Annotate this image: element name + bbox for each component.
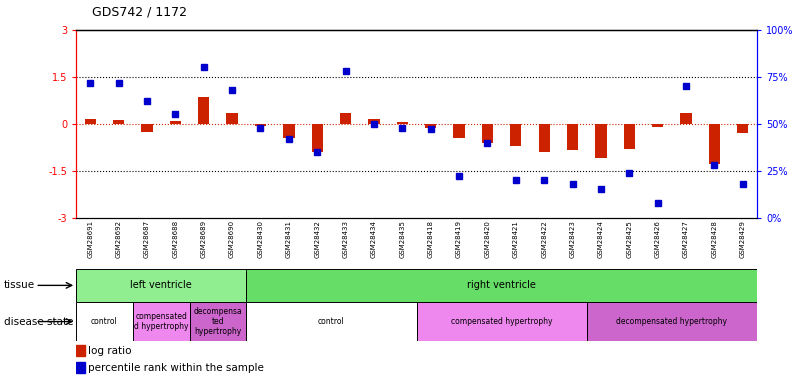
Bar — [141, 124, 153, 132]
Text: GSM28435: GSM28435 — [400, 220, 405, 258]
Text: GSM28422: GSM28422 — [541, 220, 547, 258]
Text: GSM28418: GSM28418 — [428, 220, 433, 258]
Bar — [247, 302, 417, 341]
Text: GSM28690: GSM28690 — [229, 220, 235, 258]
Text: GSM28430: GSM28430 — [257, 220, 264, 258]
Bar — [170, 121, 181, 124]
Text: GSM28434: GSM28434 — [371, 220, 377, 258]
Text: GSM28423: GSM28423 — [570, 220, 576, 258]
Bar — [247, 269, 757, 302]
Bar — [113, 120, 124, 124]
Bar — [417, 302, 586, 341]
Text: GSM28426: GSM28426 — [654, 220, 661, 258]
Text: GSM28692: GSM28692 — [115, 220, 122, 258]
Bar — [567, 124, 578, 150]
Bar — [586, 302, 757, 341]
Bar — [396, 122, 408, 124]
Text: control: control — [318, 317, 344, 326]
Bar — [737, 124, 748, 133]
Bar — [481, 124, 493, 142]
Bar — [340, 113, 352, 124]
Text: decompensa
ted
hypertrophy: decompensa ted hypertrophy — [194, 307, 243, 336]
Bar — [680, 113, 692, 124]
Text: compensated
d hypertrophy: compensated d hypertrophy — [134, 312, 188, 331]
Bar — [76, 302, 133, 341]
Text: GSM28433: GSM28433 — [343, 220, 348, 258]
Bar — [284, 124, 295, 138]
Bar — [709, 124, 720, 164]
Text: control: control — [91, 317, 118, 326]
Text: left ventricle: left ventricle — [131, 280, 192, 290]
Text: GSM28427: GSM28427 — [683, 220, 689, 258]
Bar — [76, 269, 247, 302]
Text: GSM28691: GSM28691 — [87, 220, 93, 258]
Bar — [190, 302, 247, 341]
Text: GSM28688: GSM28688 — [172, 220, 179, 258]
Text: GSM28420: GSM28420 — [485, 220, 490, 258]
Bar — [595, 124, 606, 158]
Text: GSM28431: GSM28431 — [286, 220, 292, 258]
Bar — [652, 124, 663, 127]
Text: GSM28687: GSM28687 — [144, 220, 150, 258]
Bar — [255, 124, 266, 126]
Bar — [624, 124, 635, 149]
Bar — [76, 345, 85, 356]
Text: GSM28432: GSM28432 — [314, 220, 320, 258]
Bar — [368, 119, 380, 124]
Bar — [510, 124, 521, 146]
Text: decompensated hypertrophy: decompensated hypertrophy — [616, 317, 727, 326]
Bar — [227, 113, 238, 124]
Bar — [76, 362, 85, 374]
Bar — [198, 97, 209, 124]
Text: compensated hypertrophy: compensated hypertrophy — [451, 317, 553, 326]
Bar — [425, 124, 437, 128]
Text: percentile rank within the sample: percentile rank within the sample — [88, 363, 264, 373]
Bar — [538, 124, 549, 152]
Bar — [133, 302, 190, 341]
Bar — [85, 119, 96, 124]
Text: GSM28421: GSM28421 — [513, 220, 519, 258]
Bar — [453, 124, 465, 138]
Text: GSM28425: GSM28425 — [626, 220, 632, 258]
Text: GSM28428: GSM28428 — [711, 220, 718, 258]
Text: right ventricle: right ventricle — [467, 280, 536, 290]
Text: disease state: disease state — [4, 316, 74, 327]
Text: GSM28424: GSM28424 — [598, 220, 604, 258]
Text: GSM28429: GSM28429 — [740, 220, 746, 258]
Text: GDS742 / 1172: GDS742 / 1172 — [92, 6, 187, 19]
Text: log ratio: log ratio — [88, 346, 131, 356]
Bar — [312, 124, 323, 152]
Text: GSM28689: GSM28689 — [201, 220, 207, 258]
Text: GSM28419: GSM28419 — [456, 220, 462, 258]
Text: tissue: tissue — [4, 280, 35, 290]
